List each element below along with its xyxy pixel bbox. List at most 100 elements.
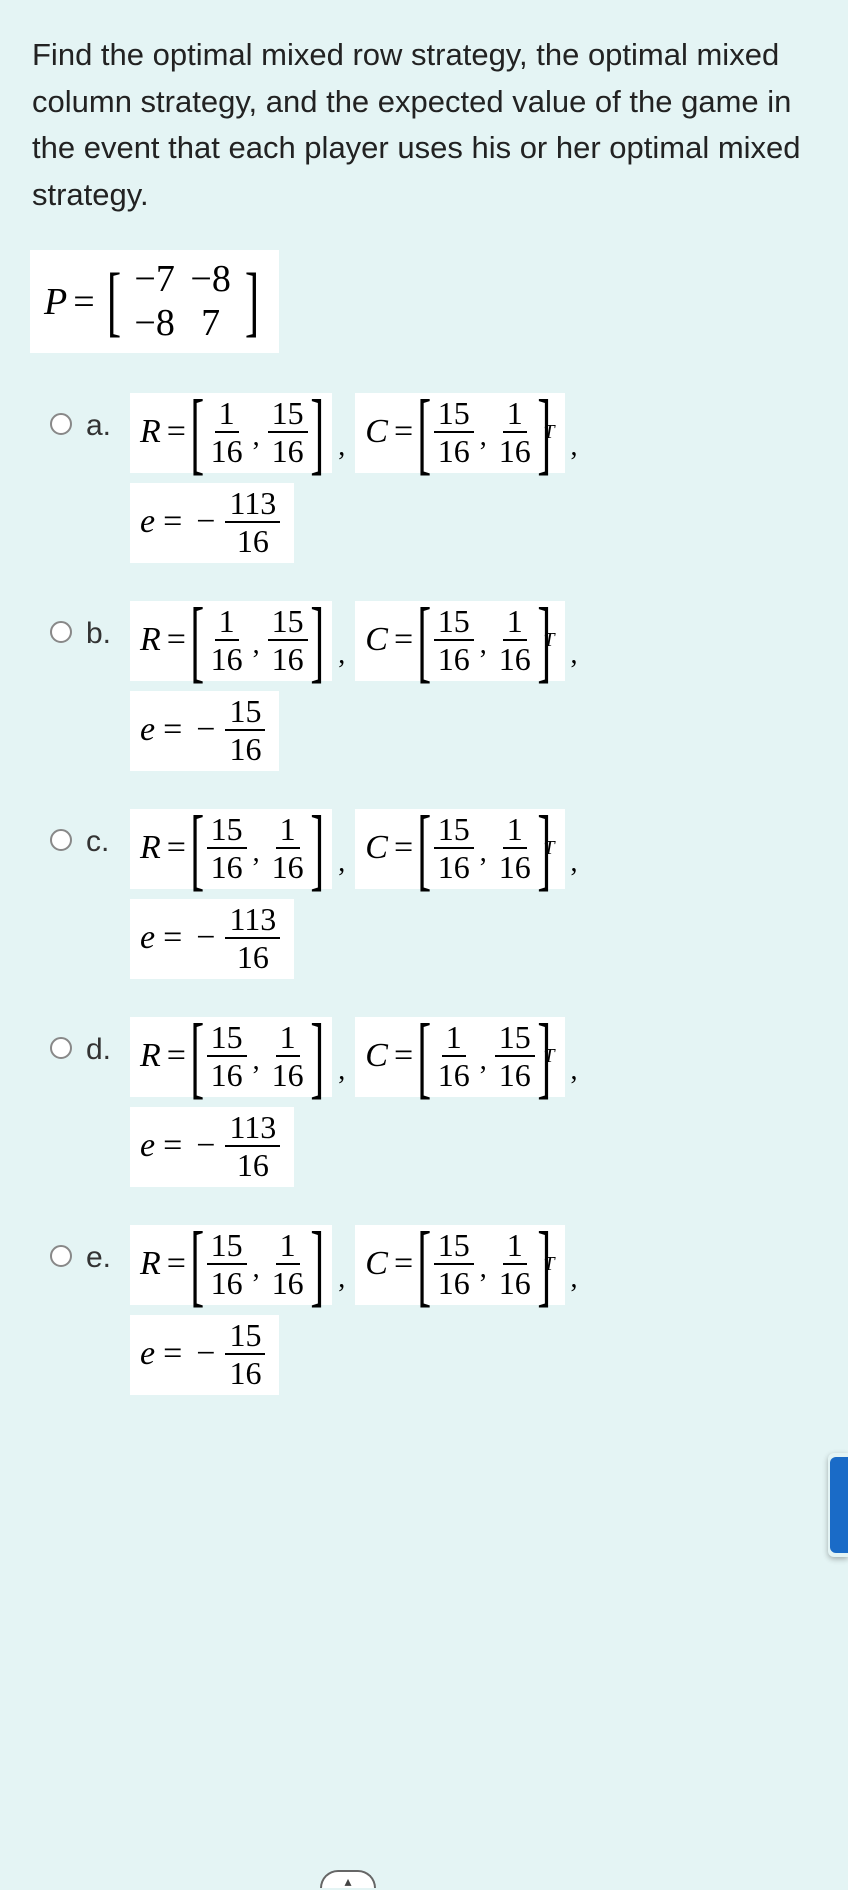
fraction: 1516 bbox=[434, 397, 474, 467]
option-body: R=[1516,116],C=[1516,116]T,e=−11316 bbox=[130, 809, 578, 989]
numerator: 15 bbox=[207, 813, 247, 849]
right-bracket-icon: ] bbox=[537, 615, 551, 666]
separator-comma: , bbox=[338, 847, 345, 879]
equals-sign: = bbox=[163, 1127, 182, 1165]
right-bracket-icon: ] bbox=[310, 1031, 324, 1082]
right-bracket-icon: ] bbox=[310, 823, 324, 874]
denominator: 16 bbox=[434, 641, 474, 675]
right-bracket-icon: ] bbox=[537, 407, 551, 458]
comma: , bbox=[253, 421, 260, 453]
radio-button[interactable] bbox=[50, 621, 72, 643]
fraction: 1516 bbox=[434, 813, 474, 883]
left-bracket-icon: [ bbox=[107, 278, 121, 325]
c-equation: C=[1516,116]T bbox=[355, 1225, 564, 1305]
separator-comma: , bbox=[338, 431, 345, 463]
e-equation: e=−11316 bbox=[130, 1107, 294, 1187]
equation-row: R=[1516,116],C=[1516,116]T, bbox=[130, 809, 578, 889]
left-bracket-icon: [ bbox=[190, 615, 204, 666]
c-equation: C=[1516,116]T bbox=[355, 601, 564, 681]
equals-sign: = bbox=[163, 503, 182, 541]
minus-sign: − bbox=[196, 1127, 215, 1165]
right-bracket-icon: ] bbox=[537, 1239, 551, 1290]
option: a.R=[116,1516],C=[1516,116]T,e=−11316 bbox=[50, 393, 848, 573]
numerator: 15 bbox=[207, 1229, 247, 1265]
numerator: 15 bbox=[434, 1229, 474, 1265]
denominator: 16 bbox=[434, 1057, 474, 1091]
fraction: 1516 bbox=[268, 397, 308, 467]
fraction: 1516 bbox=[225, 695, 265, 765]
equation-row: R=[116,1516],C=[1516,116]T, bbox=[130, 601, 578, 681]
e-equation: e=−11316 bbox=[130, 483, 294, 563]
matrix-cell: −8 bbox=[131, 302, 179, 346]
denominator: 16 bbox=[495, 1265, 535, 1299]
r-equation: R=[116,1516] bbox=[130, 601, 332, 681]
r-equation: R=[1516,116] bbox=[130, 809, 332, 889]
equals-sign: = bbox=[73, 280, 94, 324]
left-bracket-icon: [ bbox=[190, 823, 204, 874]
denominator: 16 bbox=[207, 641, 247, 675]
equals-sign: = bbox=[167, 829, 186, 867]
payoff-matrix: P = [ −7 −8 −8 7 ] bbox=[30, 250, 279, 353]
question-text: Find the optimal mixed row strategy, the… bbox=[0, 0, 848, 242]
equation-row: e=−11316 bbox=[130, 1107, 294, 1187]
radio-button[interactable] bbox=[50, 829, 72, 851]
equals-sign: = bbox=[394, 413, 413, 451]
matrix-cell: −7 bbox=[131, 258, 179, 302]
fraction: 1516 bbox=[268, 605, 308, 675]
expand-tab-icon[interactable] bbox=[320, 1870, 376, 1888]
separator-comma: , bbox=[571, 431, 578, 463]
option-label: c. bbox=[86, 825, 122, 859]
left-bracket-icon: [ bbox=[418, 1239, 432, 1290]
c-symbol: C bbox=[365, 1037, 388, 1075]
equation-row: R=[116,1516],C=[1516,116]T, bbox=[130, 393, 578, 473]
c-equation: C=[116,1516]T bbox=[355, 1017, 564, 1097]
option: b.R=[116,1516],C=[1516,116]T,e=−1516 bbox=[50, 601, 848, 781]
numerator: 113 bbox=[225, 1111, 280, 1147]
r-symbol: R bbox=[140, 1037, 161, 1075]
radio-button[interactable] bbox=[50, 1245, 72, 1267]
comma: , bbox=[253, 1253, 260, 1285]
minus-sign: − bbox=[196, 711, 215, 749]
numerator: 1 bbox=[276, 813, 300, 849]
numerator: 15 bbox=[225, 1319, 265, 1355]
comma: , bbox=[480, 421, 487, 453]
option-label: a. bbox=[86, 409, 122, 443]
e-equation: e=−1516 bbox=[130, 1315, 279, 1395]
radio-button[interactable] bbox=[50, 413, 72, 435]
c-symbol: C bbox=[365, 829, 388, 867]
equals-sign: = bbox=[394, 621, 413, 659]
denominator: 16 bbox=[495, 849, 535, 883]
equation-row: R=[1516,116],C=[116,1516]T, bbox=[130, 1017, 578, 1097]
matrix-cell: 7 bbox=[187, 302, 235, 346]
fraction: 1516 bbox=[225, 1319, 265, 1389]
fraction: 116 bbox=[207, 397, 247, 467]
fraction: 1516 bbox=[495, 1021, 535, 1091]
radio-button[interactable] bbox=[50, 1037, 72, 1059]
denominator: 16 bbox=[495, 641, 535, 675]
feedback-tab[interactable] bbox=[830, 1457, 848, 1553]
denominator: 16 bbox=[207, 1265, 247, 1299]
e-symbol: e bbox=[140, 503, 155, 541]
equals-sign: = bbox=[394, 1037, 413, 1075]
c-equation: C=[1516,116]T bbox=[355, 393, 564, 473]
numerator: 15 bbox=[434, 813, 474, 849]
right-bracket-icon: ] bbox=[310, 615, 324, 666]
option-body: R=[116,1516],C=[1516,116]T,e=−1516 bbox=[130, 601, 578, 781]
matrix-symbol: P bbox=[44, 280, 67, 324]
denominator: 16 bbox=[225, 731, 265, 765]
numerator: 1 bbox=[276, 1229, 300, 1265]
comma: , bbox=[480, 1253, 487, 1285]
right-bracket-icon: ] bbox=[310, 1239, 324, 1290]
denominator: 16 bbox=[207, 849, 247, 883]
matrix-col-1: −7 −8 bbox=[131, 258, 179, 345]
comma: , bbox=[480, 1045, 487, 1077]
option: e.R=[1516,116],C=[1516,116]T,e=−1516 bbox=[50, 1225, 848, 1405]
right-bracket-icon: ] bbox=[537, 1031, 551, 1082]
r-equation: R=[116,1516] bbox=[130, 393, 332, 473]
fraction: 11316 bbox=[225, 1111, 280, 1181]
denominator: 16 bbox=[268, 641, 308, 675]
equals-sign: = bbox=[163, 1335, 182, 1373]
denominator: 16 bbox=[495, 1057, 535, 1091]
separator-comma: , bbox=[338, 1055, 345, 1087]
fraction: 116 bbox=[268, 1021, 308, 1091]
